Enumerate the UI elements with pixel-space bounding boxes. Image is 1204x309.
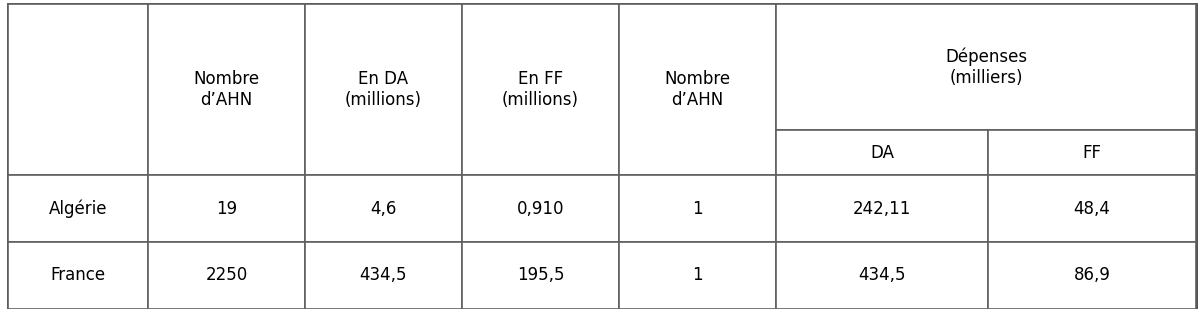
Text: 242,11: 242,11 — [852, 200, 911, 218]
Bar — [619, 4, 777, 175]
Bar — [8, 175, 148, 242]
Text: 1: 1 — [692, 266, 703, 285]
Text: 0,910: 0,910 — [517, 200, 565, 218]
Text: FF: FF — [1082, 143, 1102, 162]
Text: 2250: 2250 — [206, 266, 248, 285]
Bar — [988, 130, 1196, 175]
Text: 86,9: 86,9 — [1074, 266, 1110, 285]
Bar — [8, 4, 148, 175]
Bar — [777, 130, 988, 175]
Text: Dépenses
(milliers): Dépenses (milliers) — [945, 47, 1027, 87]
Bar — [777, 4, 1196, 130]
Text: En FF
(millions): En FF (millions) — [502, 70, 579, 109]
Bar — [305, 4, 462, 175]
Bar — [777, 175, 988, 242]
Text: 434,5: 434,5 — [858, 266, 905, 285]
Text: 195,5: 195,5 — [517, 266, 565, 285]
Text: En DA
(millions): En DA (millions) — [346, 70, 421, 109]
Text: 19: 19 — [216, 200, 237, 218]
Bar — [305, 175, 462, 242]
Bar — [148, 175, 305, 242]
Bar — [462, 4, 619, 175]
Bar — [988, 242, 1196, 309]
Bar — [148, 4, 305, 175]
Bar — [8, 242, 148, 309]
Text: Nombre
d’AHN: Nombre d’AHN — [665, 70, 731, 109]
Bar — [619, 242, 777, 309]
Bar — [619, 175, 777, 242]
Bar — [988, 175, 1196, 242]
Bar — [148, 242, 305, 309]
Bar — [462, 175, 619, 242]
Text: DA: DA — [870, 143, 895, 162]
Text: 48,4: 48,4 — [1074, 200, 1110, 218]
Bar — [462, 242, 619, 309]
Text: Algérie: Algérie — [48, 199, 107, 218]
Text: Nombre
d’AHN: Nombre d’AHN — [194, 70, 260, 109]
Text: France: France — [51, 266, 106, 285]
Text: 434,5: 434,5 — [360, 266, 407, 285]
Text: 4,6: 4,6 — [371, 200, 396, 218]
Bar — [777, 242, 988, 309]
Bar — [305, 242, 462, 309]
Text: 1: 1 — [692, 200, 703, 218]
